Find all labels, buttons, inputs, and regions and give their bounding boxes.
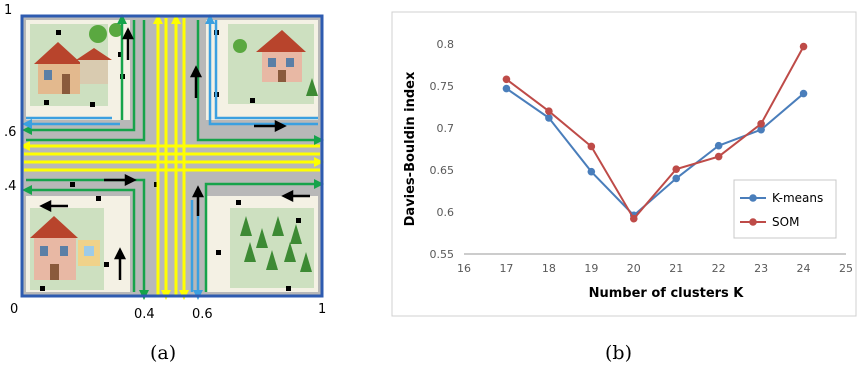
- series-line-som: [505, 46, 805, 221]
- map-label-x04: 0.4: [134, 307, 155, 322]
- y-tick-label: 0.7: [437, 122, 455, 135]
- x-tick-label: 16: [457, 262, 471, 275]
- y-axis-label: Davies-Bouldin index: [403, 71, 418, 226]
- map-label-origin-x: 0: [10, 302, 18, 317]
- x-tick-label: 23: [754, 262, 768, 275]
- series-line-k-means: [505, 87, 805, 217]
- y-tick-label: 0.55: [430, 248, 455, 261]
- map-label-y06: .6: [4, 125, 16, 140]
- panel-b-chart: 0.55 0.6 0.65 0.7 0.75 0.8 16 17 18 19 20 21 22 23 24…: [384, 0, 860, 340]
- y-tick-labels: 0.55 0.6 0.65 0.7 0.75 0.8: [430, 38, 455, 261]
- x-tick-label: 17: [499, 262, 513, 275]
- series-layer: [502, 42, 808, 223]
- map-label-x1: 1: [318, 302, 326, 317]
- data-point-k-means: [714, 141, 723, 150]
- data-point-k-means: [502, 84, 511, 93]
- data-point-som: [629, 214, 638, 223]
- data-point-k-means: [672, 174, 681, 183]
- green-lanes: [26, 20, 320, 292]
- map-figure: 1 0 .6 .4 0.4 0.6 1: [4, 3, 326, 322]
- house-icon: [30, 216, 100, 280]
- data-point-som: [587, 142, 596, 151]
- data-point-k-means: [545, 114, 553, 122]
- legend-box: [733, 179, 837, 239]
- yellow-lines: [24, 18, 320, 296]
- data-point-k-means: [587, 167, 596, 176]
- data-point-som: [672, 165, 681, 173]
- black-arrows: [39, 27, 310, 280]
- y-tick-label: 0.8: [437, 38, 455, 51]
- map-label-x06: 0.6: [192, 307, 213, 322]
- x-tick-label: 18: [542, 262, 556, 275]
- y-tick-label: 0.65: [430, 164, 455, 177]
- house-icon: [34, 23, 123, 94]
- map-label-y1: 1: [4, 3, 12, 18]
- y-tick-label: 0.6: [437, 206, 455, 219]
- x-tick-label: 20: [627, 262, 641, 275]
- panel-a-map: 1 0 .6 .4 0.4 0.6 1: [0, 0, 360, 340]
- x-tick-labels: 16 17 18 19 20 21 22 23 24 25: [457, 262, 853, 275]
- caption-a: (a): [150, 342, 177, 364]
- data-point-som: [714, 152, 723, 161]
- x-tick-label: 25: [839, 262, 853, 275]
- legend-label: K-means: [772, 191, 823, 205]
- legend-marker: [749, 194, 757, 202]
- x-tick-label: 22: [712, 262, 726, 275]
- x-tick-label: 24: [797, 262, 811, 275]
- map-label-y04: .4: [4, 179, 16, 194]
- data-point-som: [545, 107, 553, 115]
- data-point-som: [757, 120, 765, 128]
- legend-label: SOM: [772, 215, 799, 229]
- legend: K-means SOM: [733, 179, 837, 239]
- legend-marker: [749, 218, 757, 226]
- x-tick-label: 21: [669, 262, 683, 275]
- chart-frame: [391, 11, 857, 317]
- data-point-som: [799, 42, 808, 51]
- davies-bouldin-chart: 0.55 0.6 0.65 0.7 0.75 0.8 16 17 18 19 20 21 22 23 24…: [391, 11, 857, 317]
- caption-b: (b): [605, 342, 632, 364]
- x-axis-label: Number of clusters K: [589, 286, 745, 301]
- map-border: [20, 14, 324, 298]
- y-tick-label: 0.75: [430, 80, 455, 93]
- forest-icon: [240, 216, 312, 272]
- lot-bottom-right: [230, 208, 314, 288]
- data-point-k-means: [799, 89, 808, 98]
- data-point-k-means: [757, 125, 765, 134]
- x-tick-label: 19: [584, 262, 598, 275]
- data-point-som: [502, 75, 511, 84]
- house-icon: [233, 30, 318, 96]
